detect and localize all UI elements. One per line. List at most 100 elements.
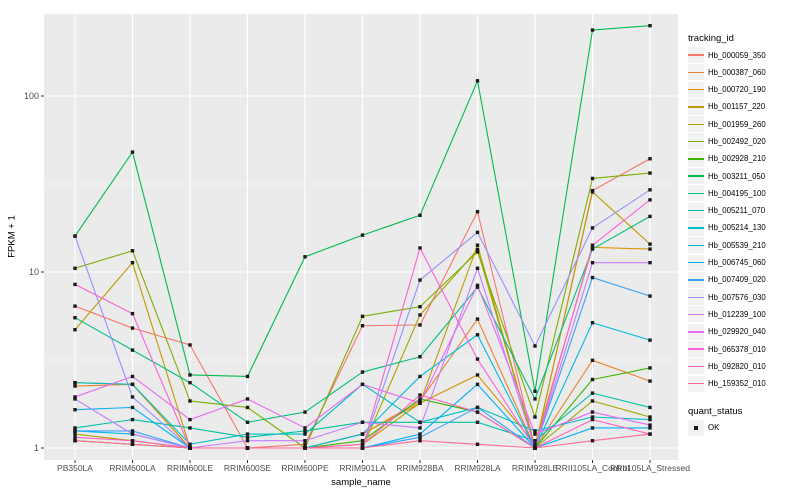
data-point [360,324,365,328]
legend-title-quant-status: quant_status [688,405,743,417]
legend-key-line-icon [688,244,704,247]
data-point [475,247,480,252]
data-point [73,315,77,320]
data-point [475,357,480,361]
data-point [130,348,135,352]
data-point [303,255,307,259]
data-point [648,379,652,383]
data-point [245,432,250,436]
data-point [360,446,365,450]
data-point [418,374,422,379]
legend-key [688,358,704,375]
data-point [418,213,422,217]
data-point [360,420,365,424]
y-tick-label: 10 [28,266,39,277]
x-tick-label: RRIM600SE [223,463,272,473]
data-point [73,439,77,443]
data-point [130,432,135,436]
data-point [130,442,135,446]
data-point [303,426,307,430]
legend-key-line-icon [688,279,704,281]
legend-key [688,98,704,115]
data-point [418,401,422,405]
legend-key [688,289,704,306]
legend-item-label: Hb_007409_020 [708,275,766,285]
data-point [533,439,537,443]
legend-key-line-icon [688,261,704,264]
legend-item-label: Hb_003211_050 [708,171,766,181]
data-point [73,408,77,412]
data-point [360,314,365,319]
data-point [130,382,135,387]
data-point [648,214,652,219]
legend-key-line-icon [688,140,704,143]
data-point [303,446,307,450]
data-point [590,321,595,325]
data-point [648,198,652,202]
data-point [418,432,422,436]
data-point [73,429,77,433]
data-point [418,420,422,424]
legend-items-tracking-id: Hb_000059_350 Hb_000387_060 Hb_000720_190 H… [688,47,766,392]
data-point [590,190,595,194]
data-point [418,393,422,397]
legend-key [688,47,704,63]
data-point [590,415,595,419]
data-point [73,384,77,388]
legend-key-line-icon [688,296,704,298]
legend-item-label: Hb_001959_260 [708,119,766,129]
x-tick-label: RRIM600LA [109,463,156,473]
data-point [648,338,652,342]
data-point [130,405,135,410]
legend-item: Hb_092820_010 [688,358,766,375]
data-point [648,157,652,161]
legend-item-label: Hb_004195_100 [708,188,766,198]
legend-item: Hb_006745_060 [688,254,766,271]
data-point [475,283,480,288]
legend-item-label: Hb_007576_030 [708,292,766,302]
legend-item-quant-ok: OK [688,419,766,436]
data-point [130,439,135,443]
data-point [648,366,652,370]
data-point [533,344,537,348]
legend-key-line-icon [688,158,704,160]
data-point [188,380,192,385]
data-point [130,374,135,379]
data-point [245,420,250,424]
legend-item: Hb_012239_100 [688,306,766,323]
data-point [590,28,595,32]
legend-item-label: Hb_002492_020 [708,136,766,146]
data-point [648,247,652,251]
legend-item: Hb_000059_350 [688,47,766,63]
data-point [245,435,250,440]
data-point [418,313,422,317]
legend-key-line-icon [688,331,704,333]
data-point [73,426,77,430]
data-point [303,429,307,433]
legend-key [688,271,704,288]
legend-item: Hb_159352_010 [688,375,766,392]
data-point [73,432,77,436]
data-point [73,266,77,270]
data-point [475,285,480,289]
data-point [360,432,365,436]
data-point [245,397,250,401]
legend-item-label: Hb_000059_350 [708,50,766,60]
legend-key-line-icon [688,383,704,385]
data-point [590,399,595,403]
legend-key [688,116,704,133]
legend-key [688,306,704,323]
data-point [73,380,77,385]
data-point [418,426,422,430]
legend-item: Hb_029920_040 [688,323,766,340]
legend-item-label: Hb_000720_190 [708,85,766,95]
legend-item-label: Hb_029920_040 [708,327,766,337]
data-point [245,405,250,410]
legend-item: Hb_065378_010 [688,341,766,358]
data-point [73,397,77,401]
legend-key [688,254,704,271]
legend-key-line-icon [688,348,704,350]
data-point [188,417,192,422]
legend-item: Hb_005211_070 [688,202,766,219]
data-point [188,446,192,450]
